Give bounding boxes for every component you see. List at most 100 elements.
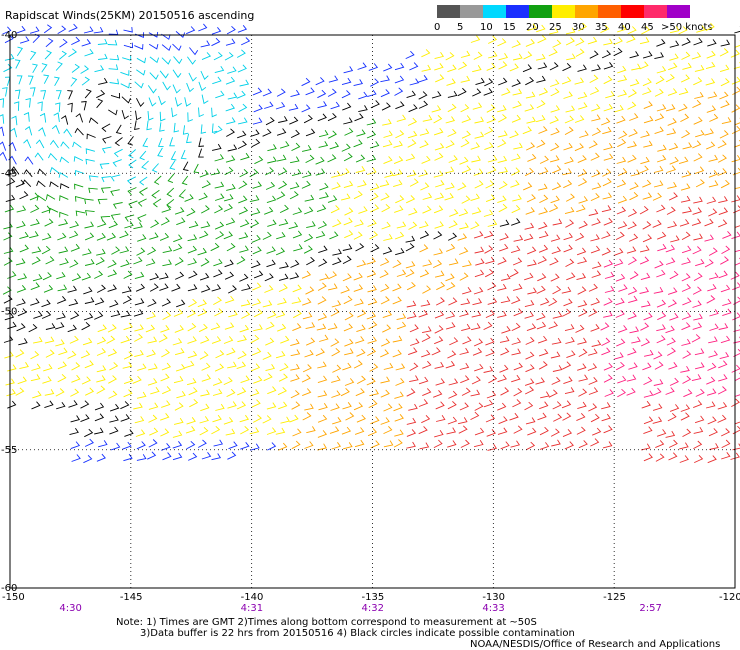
wind-barb [561, 400, 572, 409]
wind-barb [223, 231, 233, 240]
wind-barb [225, 428, 236, 436]
wind-barb [384, 170, 394, 178]
wind-barb [226, 183, 236, 191]
wind-barb [252, 414, 262, 423]
wind-barb [316, 204, 327, 213]
wind-barb [643, 453, 653, 462]
wind-barb [262, 231, 272, 240]
wind-barb [497, 195, 507, 204]
wind-barb [16, 205, 27, 213]
wind-barb [393, 439, 403, 448]
wind-barb [549, 62, 559, 71]
wind-barb [524, 104, 535, 112]
wind-barb [187, 284, 198, 292]
wind-barb [462, 336, 472, 345]
wind-barb [447, 128, 457, 137]
wind-barb [421, 333, 431, 343]
wind-barb [603, 374, 613, 383]
wind-barb [459, 272, 469, 281]
wind-barb [23, 139, 32, 149]
wind-barb [172, 430, 183, 438]
wind-barb [275, 427, 286, 435]
wind-barb [70, 388, 80, 397]
wind-barb [289, 191, 299, 200]
wind-barb [591, 64, 601, 72]
wind-barb [81, 100, 87, 111]
wind-barb [4, 204, 15, 213]
wind-barb [643, 115, 654, 124]
wind-barb [409, 324, 419, 333]
wind-barb [653, 165, 664, 173]
wind-barb [589, 74, 599, 83]
wind-barb [224, 52, 234, 61]
wind-barb [591, 182, 602, 190]
wind-barb [538, 183, 548, 191]
wind-barb [290, 129, 300, 139]
wind-barb [84, 232, 95, 241]
wind-barb [264, 206, 274, 215]
wind-barb [601, 402, 611, 410]
wind-barb [253, 104, 263, 113]
wind-barb [446, 78, 456, 86]
wind-barb [734, 40, 740, 48]
wind-barb [562, 62, 572, 72]
wind-barb [550, 105, 560, 113]
wind-barb [642, 192, 653, 200]
wind-barb [85, 387, 95, 396]
wind-barb [108, 375, 117, 384]
wind-barb [522, 126, 532, 135]
wind-barb [448, 155, 458, 163]
wind-barb [618, 168, 628, 177]
wind-barb [344, 207, 354, 216]
wind-barb [301, 104, 311, 113]
wind-barb [120, 310, 131, 318]
wind-barb [669, 404, 680, 412]
wind-barb [315, 348, 325, 357]
wind-barb [174, 257, 184, 266]
wind-barb [525, 351, 535, 360]
wind-barb [383, 403, 393, 412]
wind-barb [59, 195, 69, 201]
wind-barb [471, 376, 481, 385]
wind-barb [301, 270, 312, 279]
wind-barb [68, 23, 78, 32]
wind-barb [536, 285, 546, 294]
wind-barb [173, 376, 184, 384]
note-line-2: 3)Data buffer is 22 hrs from 20150516 4)… [140, 628, 575, 639]
wind-barb [448, 232, 458, 241]
wind-barb [681, 170, 692, 178]
wind-barb [136, 441, 146, 450]
wind-barb [223, 417, 234, 425]
wind-barb [379, 269, 389, 279]
wind-barb [227, 401, 237, 409]
wind-barb [370, 440, 380, 449]
wind-barb [418, 309, 428, 318]
wind-barb [617, 75, 628, 83]
wind-barb [733, 348, 740, 358]
wind-barb [134, 333, 143, 342]
wind-barb [30, 298, 40, 306]
wind-barb [106, 335, 116, 344]
wind-barb [174, 97, 182, 107]
wind-barb [707, 362, 717, 371]
wind-barb [706, 196, 717, 204]
wind-barb [265, 363, 276, 372]
wind-barb [590, 152, 600, 161]
wind-barb [512, 88, 523, 96]
wind-barb [733, 296, 740, 305]
wind-barb [237, 25, 248, 33]
wind-barb [263, 373, 273, 382]
wind-barb [317, 443, 327, 451]
wind-barb [147, 378, 158, 386]
wind-barb [654, 260, 664, 269]
wind-barb [497, 139, 507, 148]
wind-barb [448, 220, 458, 229]
wind-barb [732, 86, 740, 96]
wind-barb [694, 415, 705, 424]
wind-barb [473, 287, 484, 295]
wind-barb [445, 360, 456, 369]
wind-barb [511, 348, 522, 356]
wind-barb [643, 101, 653, 110]
wind-barb [394, 62, 405, 71]
wind-barb [304, 403, 314, 411]
